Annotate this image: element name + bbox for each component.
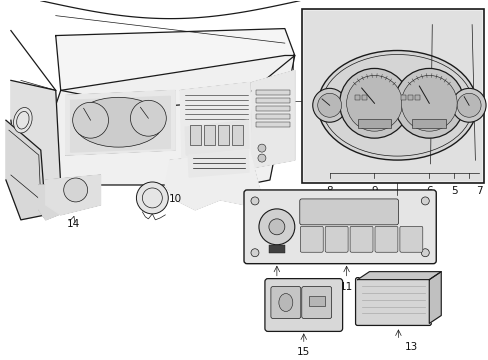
Polygon shape: [11, 80, 61, 210]
Bar: [303, 11, 481, 181]
Bar: [407, 95, 412, 100]
Text: ☄: ☄: [333, 236, 338, 242]
FancyBboxPatch shape: [299, 199, 398, 225]
Bar: [401, 95, 406, 100]
Text: ☇: ☇: [409, 236, 412, 241]
Text: DEFROST: DEFROST: [335, 210, 361, 214]
Polygon shape: [165, 152, 260, 210]
Text: 1: 1: [393, 198, 400, 208]
FancyBboxPatch shape: [264, 279, 342, 332]
Polygon shape: [357, 272, 440, 280]
Bar: [301, 9, 483, 183]
Polygon shape: [251, 71, 294, 168]
Bar: [255, 98, 289, 103]
FancyBboxPatch shape: [374, 226, 397, 252]
Text: 11: 11: [339, 282, 352, 292]
FancyBboxPatch shape: [301, 287, 331, 319]
Circle shape: [130, 100, 166, 136]
Bar: [268, 245, 285, 253]
Ellipse shape: [317, 50, 476, 160]
Polygon shape: [180, 82, 251, 168]
Circle shape: [258, 154, 265, 162]
Bar: [255, 90, 289, 95]
FancyBboxPatch shape: [270, 287, 300, 319]
Text: 7: 7: [475, 186, 482, 196]
Circle shape: [401, 75, 456, 131]
FancyBboxPatch shape: [244, 190, 435, 264]
Polygon shape: [39, 185, 71, 220]
Text: ★: ★: [358, 236, 363, 241]
Bar: [203, 125, 215, 145]
Bar: [190, 125, 201, 145]
Circle shape: [451, 88, 485, 122]
Bar: [232, 125, 243, 145]
Bar: [411, 119, 446, 128]
FancyBboxPatch shape: [399, 226, 422, 252]
Ellipse shape: [278, 293, 292, 311]
Circle shape: [421, 249, 428, 257]
Text: 10: 10: [168, 194, 182, 204]
Circle shape: [421, 197, 428, 205]
Bar: [255, 122, 289, 127]
Polygon shape: [56, 28, 294, 105]
Circle shape: [268, 219, 285, 235]
Text: ☃: ☃: [309, 236, 313, 242]
Polygon shape: [65, 90, 175, 155]
Polygon shape: [46, 175, 101, 215]
Circle shape: [394, 68, 463, 138]
Bar: [255, 114, 289, 119]
FancyBboxPatch shape: [355, 278, 430, 325]
Circle shape: [73, 102, 108, 138]
Circle shape: [312, 88, 346, 122]
Polygon shape: [188, 150, 248, 177]
FancyBboxPatch shape: [300, 226, 323, 252]
Polygon shape: [428, 272, 440, 323]
FancyBboxPatch shape: [349, 226, 372, 252]
Bar: [354, 95, 359, 100]
Bar: [357, 119, 390, 128]
Circle shape: [63, 178, 87, 202]
Bar: [361, 95, 366, 100]
Text: ☆: ☆: [383, 236, 388, 241]
Circle shape: [259, 209, 294, 245]
Circle shape: [250, 197, 259, 205]
Text: 2: 2: [471, 153, 478, 163]
Text: 14: 14: [66, 219, 80, 229]
Ellipse shape: [74, 97, 163, 147]
Text: 9: 9: [370, 186, 377, 196]
Bar: [255, 106, 289, 111]
Ellipse shape: [14, 108, 32, 133]
Text: 12: 12: [270, 282, 283, 292]
Text: 8: 8: [325, 186, 332, 196]
Polygon shape: [46, 55, 294, 185]
Circle shape: [250, 249, 259, 257]
Circle shape: [339, 68, 408, 138]
Polygon shape: [6, 120, 46, 220]
Circle shape: [456, 93, 480, 117]
FancyBboxPatch shape: [325, 226, 347, 252]
Bar: [414, 95, 420, 100]
Text: 3: 3: [427, 157, 433, 167]
Text: 5: 5: [450, 186, 457, 196]
Text: 13: 13: [404, 342, 417, 352]
Circle shape: [136, 182, 168, 214]
Text: 15: 15: [297, 347, 310, 357]
Circle shape: [346, 75, 402, 131]
Bar: [218, 125, 228, 145]
Circle shape: [317, 93, 341, 117]
Polygon shape: [71, 96, 170, 152]
Polygon shape: [185, 120, 248, 155]
Text: 6: 6: [425, 186, 432, 196]
Circle shape: [258, 144, 265, 152]
Text: 4: 4: [370, 18, 377, 28]
Bar: [308, 296, 324, 306]
